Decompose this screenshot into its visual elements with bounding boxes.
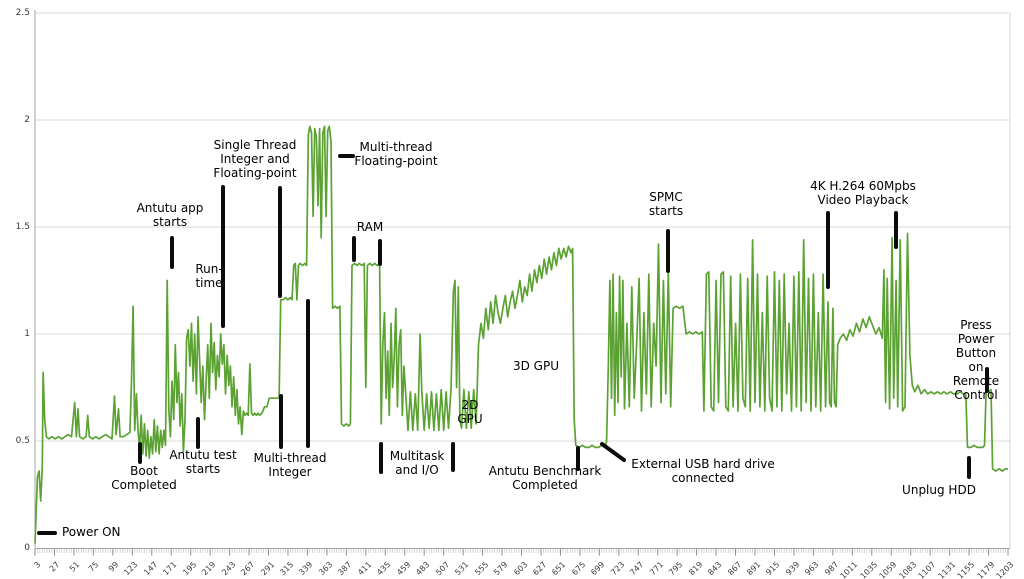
annotation-marker-usb-hard-drive-connected	[600, 442, 626, 462]
gridlines	[35, 12, 1011, 549]
series	[34, 125, 1008, 544]
x-axis-ticks	[34, 549, 1009, 556]
current-draw-line	[34, 125, 1008, 544]
axes	[34, 10, 1010, 549]
annotation-markers	[37, 154, 989, 535]
